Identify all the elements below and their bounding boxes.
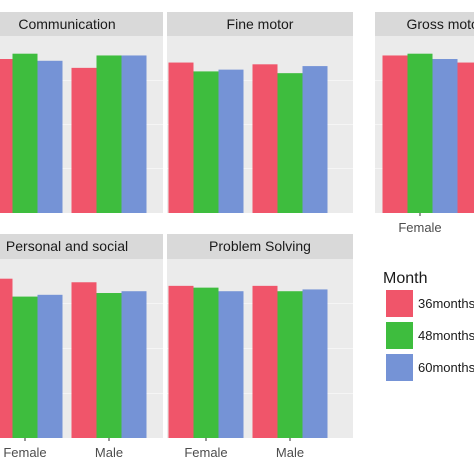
bar-60months bbox=[432, 59, 458, 214]
facet-strip bbox=[0, 12, 163, 36]
bar-36months bbox=[71, 282, 97, 438]
bar-36months bbox=[457, 62, 474, 213]
bar-48months bbox=[12, 296, 38, 438]
bar-48months bbox=[193, 287, 219, 438]
bar-36months bbox=[252, 285, 278, 438]
bar-60months bbox=[37, 294, 63, 438]
bar-36months bbox=[252, 64, 278, 213]
x-tick-label: Male bbox=[95, 445, 123, 460]
bar-36months bbox=[382, 55, 408, 213]
x-tick-label: Female bbox=[3, 445, 46, 460]
bar-36months bbox=[168, 285, 194, 438]
bar-48months bbox=[193, 71, 219, 214]
facet-title: Communication bbox=[18, 16, 115, 32]
bar-60months bbox=[121, 291, 147, 438]
facet-strip bbox=[167, 12, 353, 36]
bar-48months bbox=[277, 73, 303, 213]
bar-48months bbox=[96, 293, 122, 438]
bar-60months bbox=[302, 66, 328, 213]
legend-key-36months bbox=[386, 290, 413, 317]
legend-key-48months bbox=[386, 322, 413, 349]
legend-label: 36months bbox=[418, 296, 474, 311]
bar-60months bbox=[37, 60, 63, 213]
bar-48months bbox=[407, 53, 433, 214]
facet-strip bbox=[0, 234, 163, 259]
bar-60months bbox=[218, 69, 244, 213]
facet-strip bbox=[167, 234, 353, 259]
bar-48months bbox=[277, 291, 303, 438]
bar-60months bbox=[121, 55, 147, 213]
legend-title: Month bbox=[383, 270, 427, 287]
bar-36months bbox=[0, 59, 13, 214]
bar-60months bbox=[218, 291, 244, 438]
facet-title: Gross motor bbox=[406, 16, 474, 32]
facet-title: Fine motor bbox=[227, 16, 294, 32]
x-tick-label: Female bbox=[398, 220, 441, 235]
facet-title: Problem Solving bbox=[209, 238, 311, 254]
bar-36months bbox=[0, 278, 13, 438]
bar-36months bbox=[168, 62, 194, 213]
x-tick-label: Female bbox=[184, 445, 227, 460]
legend-label: 60months bbox=[418, 360, 474, 375]
legend-key-60months bbox=[386, 354, 413, 381]
bar-48months bbox=[12, 53, 38, 214]
facet-title: Personal and social bbox=[6, 238, 128, 254]
legend-label: 48months bbox=[418, 328, 474, 343]
bar-48months bbox=[96, 55, 122, 213]
x-tick-label: Male bbox=[276, 445, 304, 460]
facet-strip bbox=[375, 12, 474, 36]
bar-36months bbox=[71, 67, 97, 213]
bar-60months bbox=[302, 289, 328, 438]
